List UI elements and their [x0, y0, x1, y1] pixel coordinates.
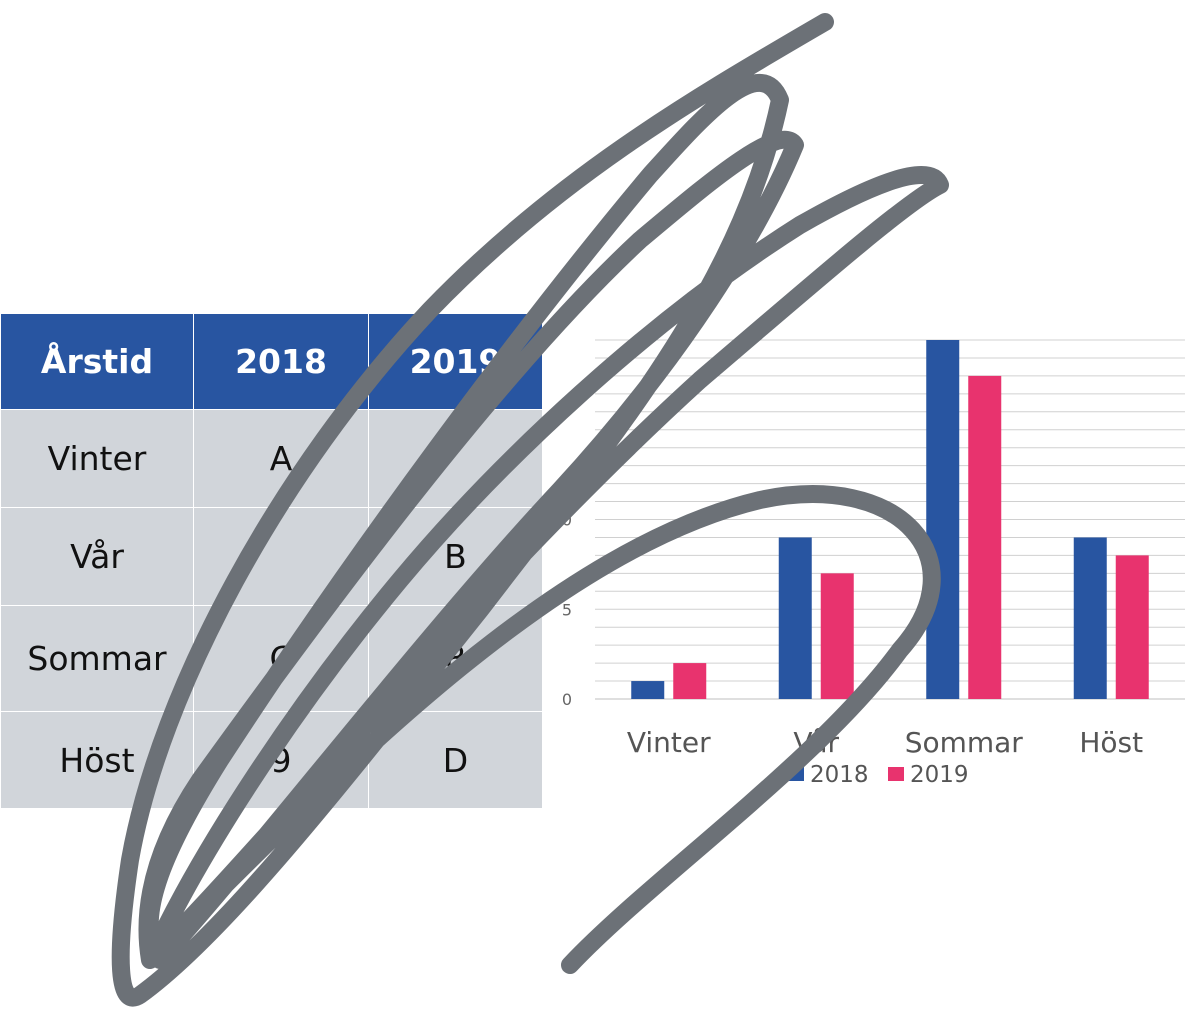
x-tick-label: Vår — [793, 726, 839, 759]
bar — [778, 537, 812, 699]
bar — [1115, 555, 1149, 699]
bar — [820, 573, 854, 699]
legend-label: 2019 — [910, 762, 969, 788]
bar — [673, 663, 707, 699]
y-tick-label: 0 — [562, 690, 572, 709]
bar — [631, 681, 665, 699]
bar — [968, 375, 1002, 699]
bar — [1073, 537, 1107, 699]
x-tick-label: Höst — [1079, 726, 1143, 759]
y-tick-label: 5 — [562, 600, 572, 619]
y-tick-label: 10 — [552, 511, 572, 530]
bar — [926, 340, 960, 699]
legend-swatch — [888, 767, 904, 781]
x-tick-label: Vinter — [627, 726, 711, 759]
x-tick-label: Sommar — [905, 726, 1024, 759]
legend-swatch — [788, 767, 804, 781]
legend-label: 2018 — [810, 762, 869, 788]
